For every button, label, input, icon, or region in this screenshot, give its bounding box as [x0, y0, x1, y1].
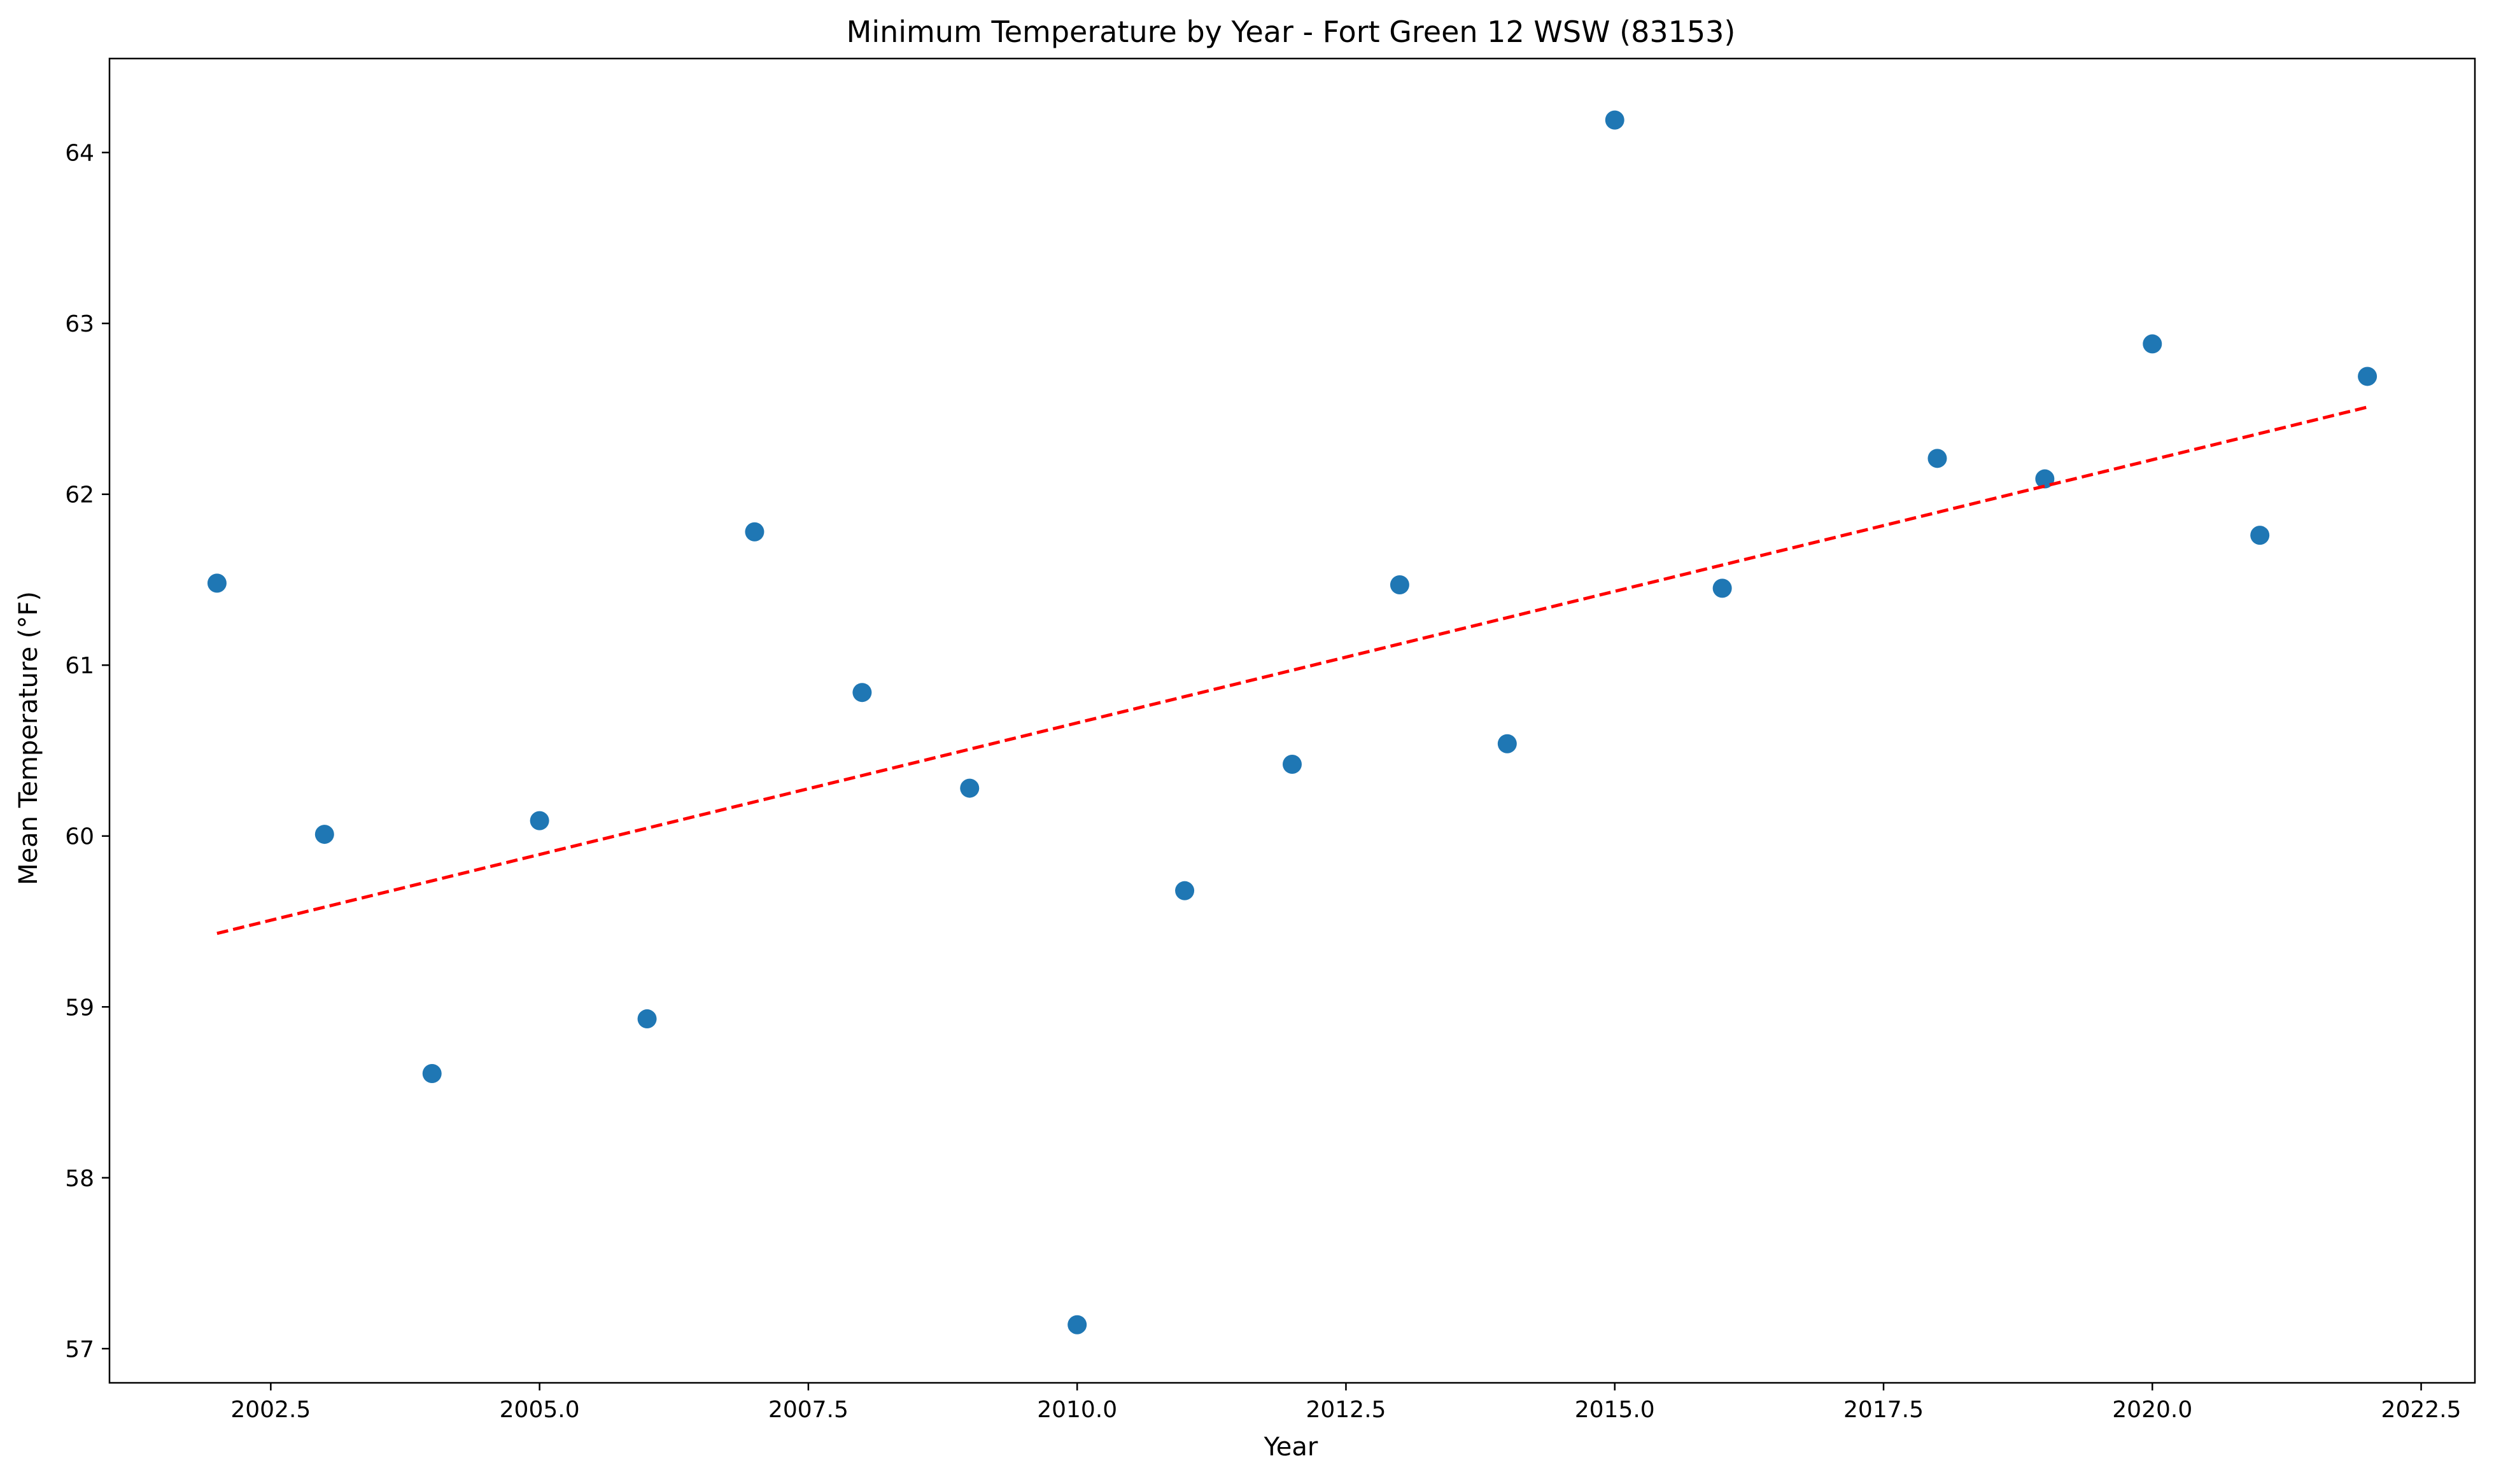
- y-tick-label: 57: [65, 1336, 94, 1362]
- y-tick-label: 60: [65, 824, 94, 850]
- y-tick-label: 63: [65, 311, 94, 337]
- data-point: [960, 778, 980, 798]
- data-point: [1927, 449, 1947, 468]
- x-tick-label: 2012.5: [1306, 1397, 1386, 1423]
- data-point: [530, 811, 549, 830]
- x-tick-label: 2007.5: [768, 1397, 849, 1423]
- y-tick-label: 64: [65, 141, 94, 167]
- data-point: [2143, 334, 2162, 354]
- plot-frame: [108, 57, 2476, 1384]
- data-point: [2358, 367, 2378, 386]
- data-point: [745, 522, 764, 542]
- y-tick-label: 59: [65, 995, 94, 1021]
- y-tick-label: 58: [65, 1166, 94, 1192]
- data-point: [1712, 578, 1732, 598]
- y-tick-label: 62: [65, 482, 94, 508]
- x-tick-label: 2010.0: [1037, 1397, 1117, 1423]
- data-point: [852, 683, 872, 703]
- trend-line: [216, 405, 2368, 935]
- plot-area: [207, 110, 2378, 1334]
- data-point: [1175, 881, 1195, 900]
- data-point: [1605, 110, 1624, 130]
- data-point: [1390, 575, 1409, 595]
- axes: 2002.5 2005.0 2007.5 2010.0 2012.5 2015.0 2017…: [65, 57, 2476, 1423]
- y-tick-label: 61: [65, 653, 94, 679]
- x-tick-label: 2015.0: [1575, 1397, 1655, 1423]
- x-tick-label: 2020.0: [2112, 1397, 2192, 1423]
- data-point: [207, 573, 227, 593]
- y-axis-label: Mean Temperature (°F): [14, 591, 43, 885]
- x-tick-label: 2022.5: [2381, 1397, 2462, 1423]
- data-point: [314, 825, 334, 844]
- x-tick-label: 2002.5: [230, 1397, 311, 1423]
- x-axis-label: Year: [1264, 1432, 1318, 1462]
- data-point: [1283, 754, 1302, 774]
- x-tick-label: 2017.5: [1843, 1397, 1924, 1423]
- data-point: [1497, 734, 1517, 753]
- data-point: [2250, 526, 2270, 545]
- data-point: [1067, 1315, 1087, 1334]
- data-point: [422, 1063, 442, 1083]
- data-point: [637, 1009, 657, 1029]
- x-tick-label: 2005.0: [500, 1397, 580, 1423]
- chart-title: Minimum Temperature by Year - Fort Green…: [847, 15, 1736, 49]
